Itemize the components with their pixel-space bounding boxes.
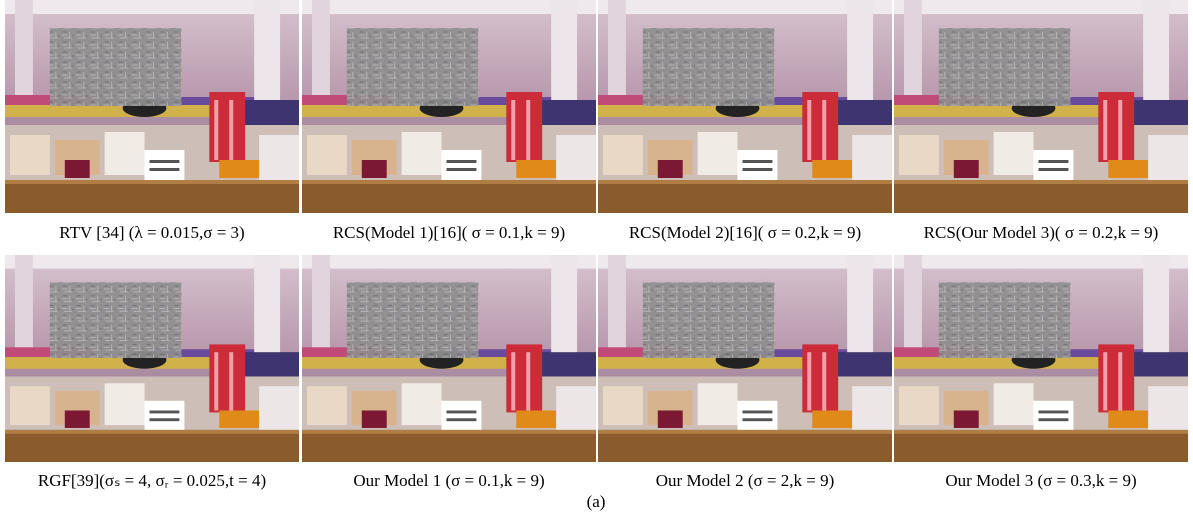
panel-caption: Our Model 3 (σ = 0.3,k = 9) xyxy=(945,471,1136,490)
panel-caption: Our Model 1 (σ = 0.1,k = 9) xyxy=(353,471,544,490)
panel-image xyxy=(5,0,299,213)
panel-image xyxy=(5,255,299,462)
panel-caption: RCS(Our Model 3)( σ = 0.2,k = 9) xyxy=(924,223,1159,242)
panel-caption: RCS(Model 2)[16]( σ = 0.2,k = 9) xyxy=(629,223,861,242)
panel-image xyxy=(302,255,596,462)
figure: (a) RTV [34] (λ = 0.015,σ = 3) RCS(Model … xyxy=(0,0,1193,514)
panel-image xyxy=(598,255,892,462)
page: (a) RTV [34] (λ = 0.015,σ = 3) RCS(Model … xyxy=(0,0,1193,514)
panel-image xyxy=(598,0,892,213)
panel-image xyxy=(894,255,1188,462)
panel-image xyxy=(302,0,596,213)
panel-image xyxy=(894,0,1188,213)
panel-caption: RGF[39](σₛ = 4, σᵣ = 0.025,t = 4) xyxy=(38,471,266,490)
figure-label: (a) xyxy=(587,492,606,511)
panel-caption: Our Model 2 (σ = 2,k = 9) xyxy=(656,471,834,490)
panel-caption: RTV [34] (λ = 0.015,σ = 3) xyxy=(59,223,244,242)
panel-caption: RCS(Model 1)[16]( σ = 0.1,k = 9) xyxy=(333,223,565,242)
